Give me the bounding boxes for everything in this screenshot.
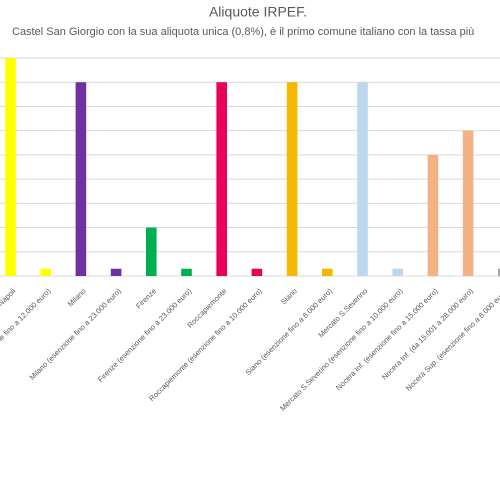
x-tick-label: Napoli bbox=[0, 286, 18, 308]
bar bbox=[462, 130, 474, 276]
bar bbox=[40, 268, 51, 276]
x-tick-label: Firenze bbox=[134, 286, 158, 310]
bar bbox=[286, 82, 298, 276]
bar bbox=[181, 268, 192, 276]
bar bbox=[5, 58, 16, 276]
bar bbox=[322, 268, 333, 276]
x-tick-label: Milano bbox=[66, 286, 88, 308]
bar bbox=[75, 82, 87, 276]
bar bbox=[498, 268, 500, 276]
bar bbox=[146, 227, 157, 276]
chart-subtitle: Castel San Giorgio con la sua aliquota u… bbox=[12, 26, 474, 38]
bar bbox=[110, 268, 122, 276]
bar bbox=[392, 268, 403, 276]
bar bbox=[251, 268, 263, 276]
x-tick-label: Mercato S.Severino (esenzione fino a 10.… bbox=[278, 286, 405, 413]
bar bbox=[216, 82, 227, 276]
bar bbox=[357, 82, 368, 276]
x-tick-label: Siano bbox=[279, 286, 299, 306]
chart-title: Aliquote IRPEF. bbox=[209, 4, 307, 20]
bar bbox=[427, 154, 439, 276]
